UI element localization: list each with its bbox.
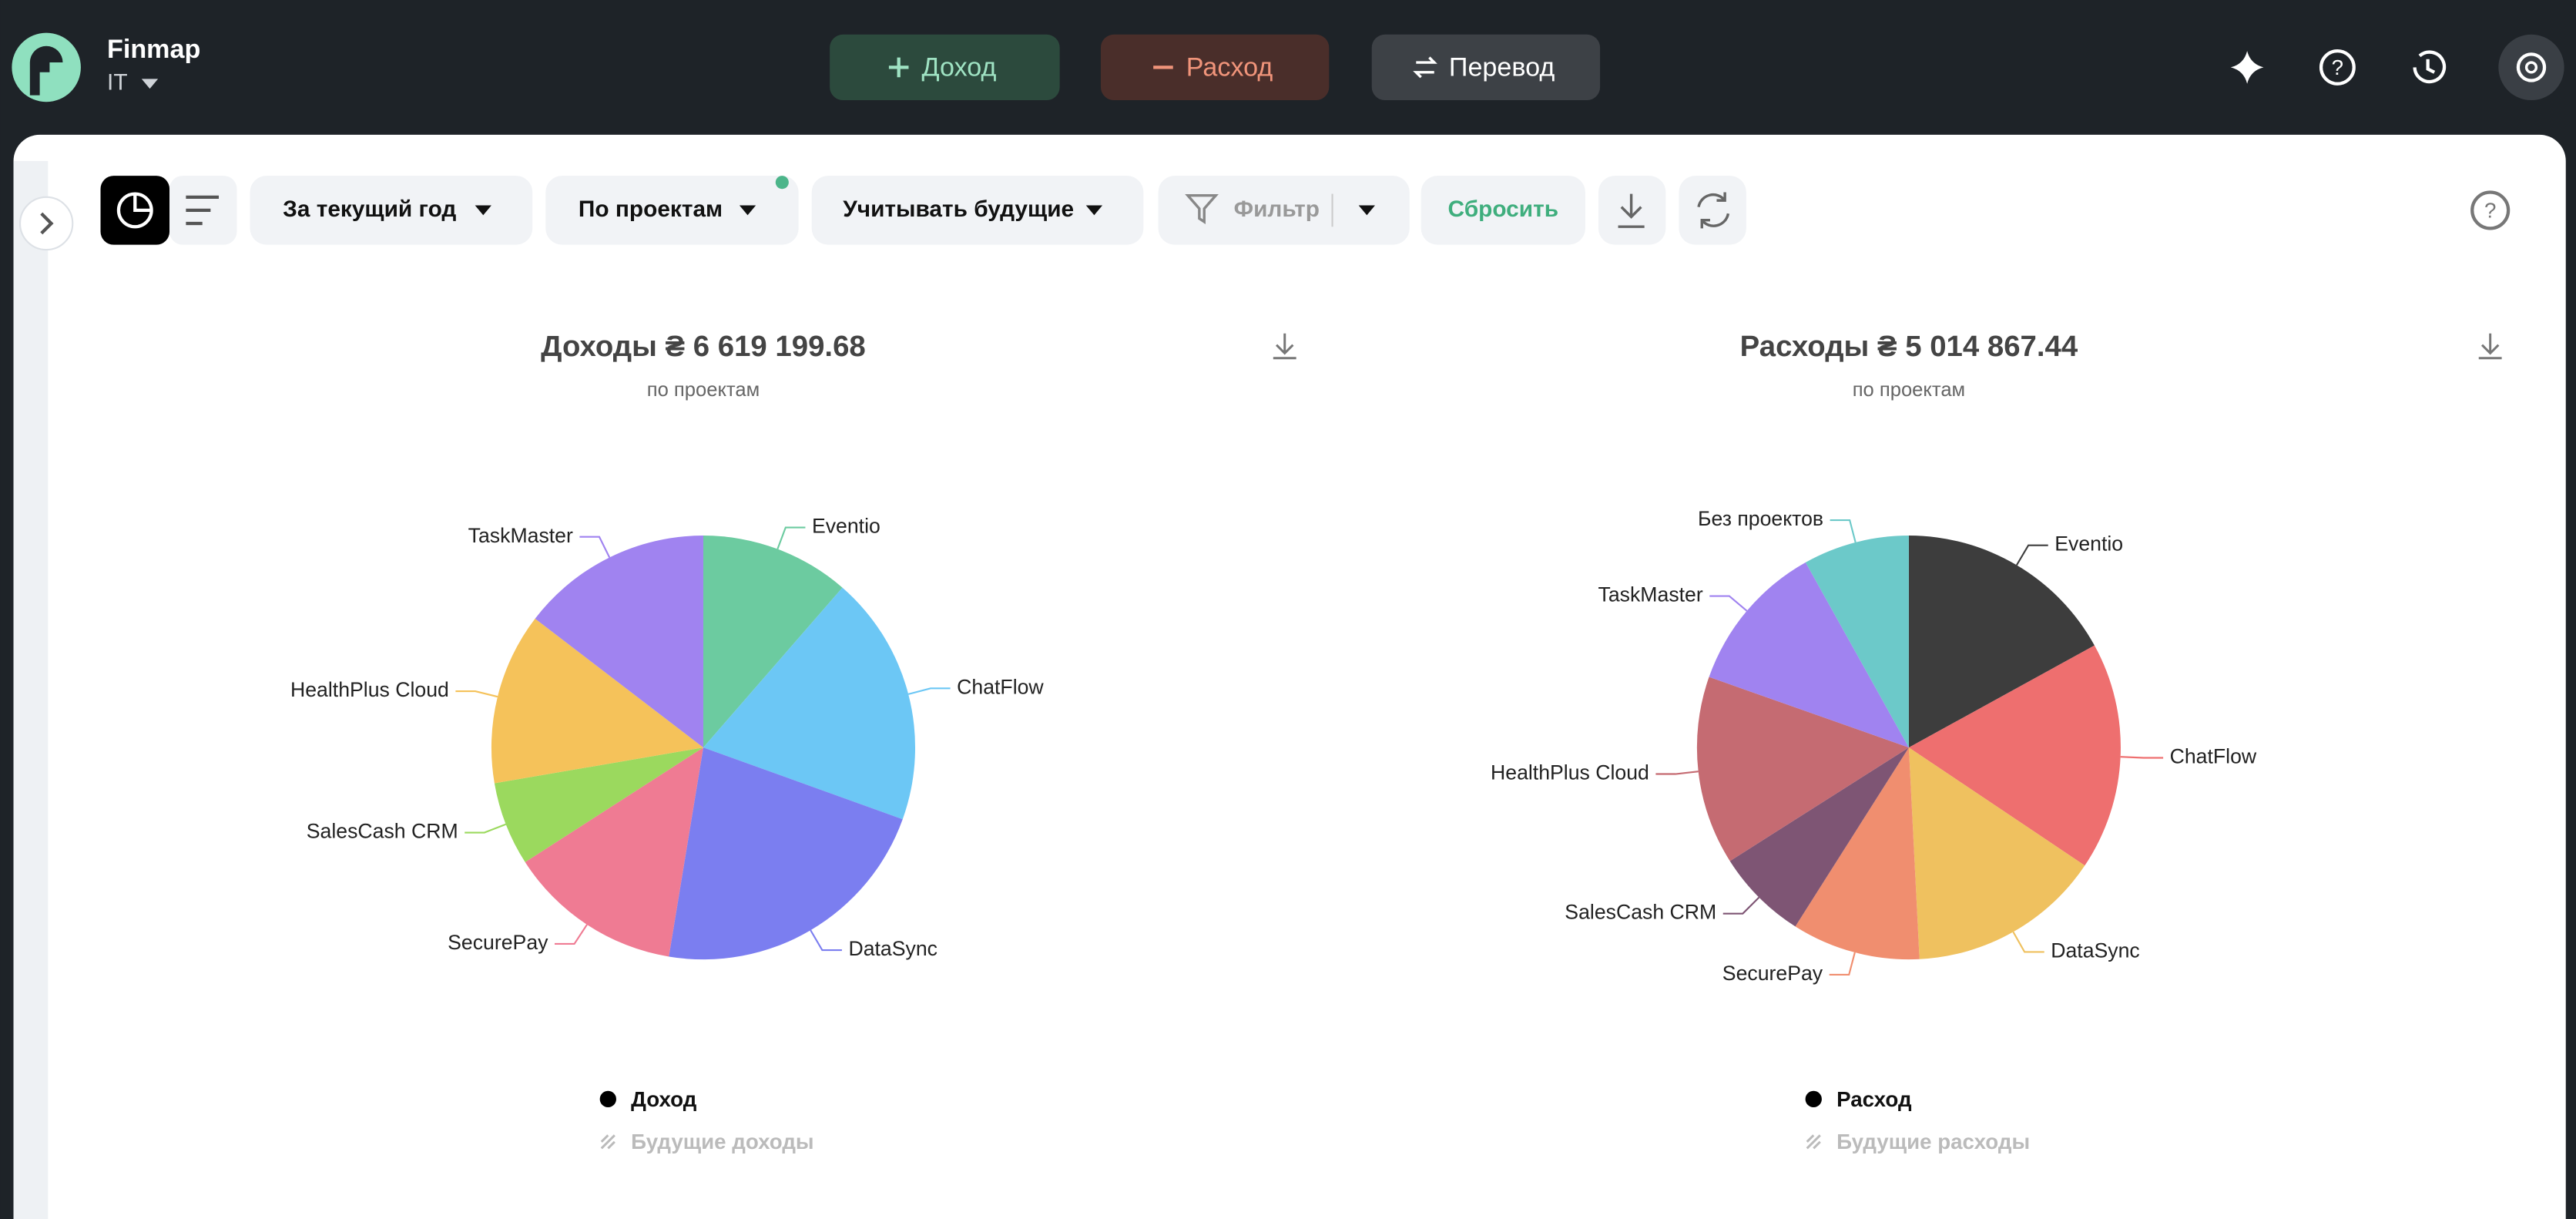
slice-label: SecurePay <box>1722 962 1823 985</box>
charts: Доходы ₴ 6 619 199.68 по проектам Eventio C… <box>290 330 2502 1154</box>
period-select[interactable]: За текущий год <box>250 176 533 245</box>
slice-label: DataSync <box>2051 939 2140 962</box>
button-label: Расход <box>1186 53 1273 82</box>
select-label: По проектам <box>579 196 723 222</box>
chart-title: Расходы ₴ 5 014 867.44 <box>1740 330 2078 363</box>
legend-hatch <box>1806 1134 1821 1150</box>
button-label: Перевод <box>1449 53 1555 82</box>
pie-slice <box>491 618 703 784</box>
pie-slice <box>1908 536 2095 748</box>
filter-button[interactable]: Фильтр <box>1158 176 1410 245</box>
legend-item: Расход <box>1836 1087 1912 1111</box>
page-help[interactable]: ? <box>2470 190 2511 230</box>
legend-item: Будущие доходы <box>631 1130 813 1154</box>
slice-label: Без проектов <box>1698 507 1823 530</box>
leader-line <box>455 690 498 698</box>
filter-label: Фильтр <box>1234 196 1320 222</box>
expense-button[interactable]: Расход <box>1100 34 1330 101</box>
pie-slice <box>703 587 916 820</box>
leader-line <box>2012 931 2044 953</box>
leader-line <box>1830 519 1857 543</box>
chart-title: Доходы ₴ 6 619 199.68 <box>541 330 866 363</box>
legend-hatch <box>600 1134 615 1150</box>
leader-line <box>555 924 588 945</box>
leader-line <box>776 526 806 549</box>
slice-label: HealthPlus Cloud <box>1491 761 1649 784</box>
reset-label: Сбросить <box>1448 196 1559 222</box>
download-button[interactable] <box>1598 176 1666 245</box>
button-label: Доход <box>922 53 997 82</box>
select-label: За текущий год <box>283 196 456 222</box>
slice-label: SalesCash CRM <box>1565 901 1716 924</box>
leader-line <box>1655 771 1699 775</box>
expand-sidebar[interactable] <box>18 196 74 251</box>
reset-button[interactable]: Сбросить <box>1420 176 1585 245</box>
app-name: Finmap <box>107 35 200 64</box>
chart-subtitle: по проектам <box>647 379 760 401</box>
pie-slice <box>1805 536 1909 748</box>
leader-line <box>1722 896 1760 915</box>
slice-label: Eventio <box>2054 532 2123 556</box>
settings-icon[interactable] <box>2498 34 2564 101</box>
list-view-toggle[interactable] <box>169 176 237 245</box>
logo <box>12 32 81 102</box>
pie-slice <box>1908 645 2121 866</box>
chart-subtitle: по проектам <box>1853 379 1965 401</box>
future-select[interactable]: Учитывать будущие <box>811 176 1144 245</box>
leader-line <box>579 536 611 558</box>
leader-line <box>810 929 842 952</box>
slice-label: TaskMaster <box>468 524 573 547</box>
select-label: Учитывать будущие <box>843 196 1074 222</box>
pie-slice <box>1795 747 1920 960</box>
pie-slice <box>494 747 703 862</box>
pie-view-toggle[interactable] <box>100 176 170 245</box>
leader-line <box>465 823 507 834</box>
chart-download <box>1273 333 1296 360</box>
svg-text:?: ? <box>2332 55 2343 79</box>
legend-item: Будущие расходы <box>1836 1130 2030 1154</box>
legend-dot <box>599 1090 616 1108</box>
slice-label: ChatFlow <box>2170 745 2257 768</box>
slice-label: SecurePay <box>448 931 548 954</box>
history-icon[interactable] <box>2413 50 2447 84</box>
svg-text:?: ? <box>2484 198 2496 222</box>
leader-line <box>1829 952 1856 976</box>
legend-dot <box>1805 1090 1822 1108</box>
leader-line <box>2016 544 2048 566</box>
transfer-button[interactable]: Перевод <box>1371 34 1601 101</box>
slice-label: DataSync <box>848 937 937 960</box>
leader-line <box>1709 595 1748 612</box>
pie-slice <box>669 747 903 960</box>
refresh-button[interactable] <box>1679 176 1746 245</box>
slice-label: ChatFlow <box>957 675 1044 698</box>
slice-label: Eventio <box>812 515 880 538</box>
workspace[interactable]: IT <box>107 70 128 96</box>
legend-item: Доход <box>631 1087 697 1111</box>
help-icon[interactable]: ? <box>2319 49 2356 86</box>
pie-slice <box>1729 747 1909 927</box>
pie-slice <box>703 536 843 748</box>
side-strip <box>13 160 49 1219</box>
chart-download <box>2478 333 2502 360</box>
slice-label: SalesCash CRM <box>307 820 458 843</box>
dropdown-icon <box>141 79 159 89</box>
pie-slice <box>525 747 703 957</box>
pie-slice <box>1696 677 1909 861</box>
slice-label: HealthPlus Cloud <box>290 678 449 701</box>
pie-slice <box>1908 747 2085 959</box>
pie-slice <box>535 536 703 748</box>
pie-slice <box>1709 562 1909 748</box>
leader-line <box>907 687 951 695</box>
slice-label: TaskMaster <box>1598 583 1703 606</box>
ai-icon[interactable] <box>2230 51 2264 84</box>
content-panel <box>13 134 2566 1219</box>
grouping-select[interactable]: По проектам <box>545 176 799 245</box>
income-button[interactable]: Доход <box>830 34 1060 101</box>
